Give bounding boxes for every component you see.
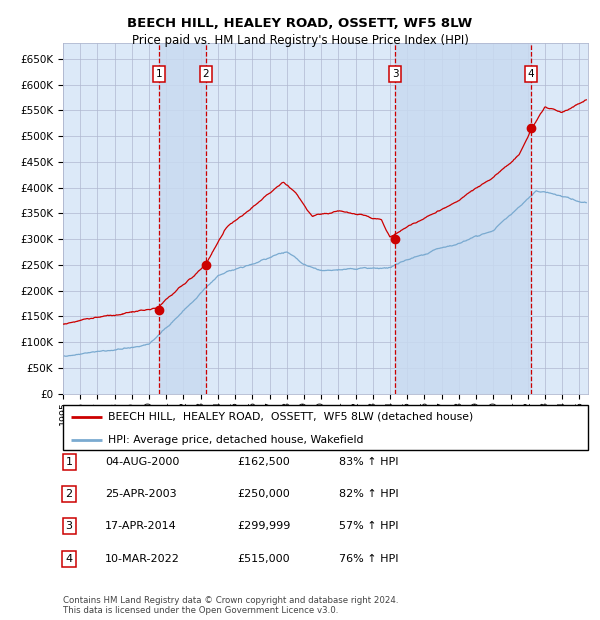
Text: 04-AUG-2000: 04-AUG-2000 (105, 457, 179, 467)
Text: BEECH HILL, HEALEY ROAD, OSSETT, WF5 8LW: BEECH HILL, HEALEY ROAD, OSSETT, WF5 8LW (127, 17, 473, 30)
Text: £515,000: £515,000 (237, 554, 290, 564)
Text: 57% ↑ HPI: 57% ↑ HPI (339, 521, 398, 531)
Text: 1: 1 (156, 69, 163, 79)
Text: 3: 3 (65, 521, 73, 531)
Text: 82% ↑ HPI: 82% ↑ HPI (339, 489, 398, 499)
Text: 76% ↑ HPI: 76% ↑ HPI (339, 554, 398, 564)
FancyBboxPatch shape (63, 405, 588, 450)
Bar (395, 43, 531, 394)
Text: Price paid vs. HM Land Registry's House Price Index (HPI): Price paid vs. HM Land Registry's House … (131, 34, 469, 47)
Text: HPI: Average price, detached house, Wakefield: HPI: Average price, detached house, Wake… (107, 435, 363, 445)
Text: £162,500: £162,500 (237, 457, 290, 467)
Bar (159, 43, 206, 394)
Text: 2: 2 (65, 489, 73, 499)
Text: BEECH HILL,  HEALEY ROAD,  OSSETT,  WF5 8LW (detached house): BEECH HILL, HEALEY ROAD, OSSETT, WF5 8LW… (107, 412, 473, 422)
Text: 3: 3 (392, 69, 398, 79)
Text: 4: 4 (527, 69, 534, 79)
Text: 17-APR-2014: 17-APR-2014 (105, 521, 177, 531)
Text: 25-APR-2003: 25-APR-2003 (105, 489, 176, 499)
Text: Contains HM Land Registry data © Crown copyright and database right 2024.
This d: Contains HM Land Registry data © Crown c… (63, 596, 398, 615)
Text: £299,999: £299,999 (237, 521, 290, 531)
Text: £250,000: £250,000 (237, 489, 290, 499)
Text: 1: 1 (65, 457, 73, 467)
Text: 2: 2 (203, 69, 209, 79)
Text: 10-MAR-2022: 10-MAR-2022 (105, 554, 180, 564)
Text: 4: 4 (65, 554, 73, 564)
Text: 83% ↑ HPI: 83% ↑ HPI (339, 457, 398, 467)
